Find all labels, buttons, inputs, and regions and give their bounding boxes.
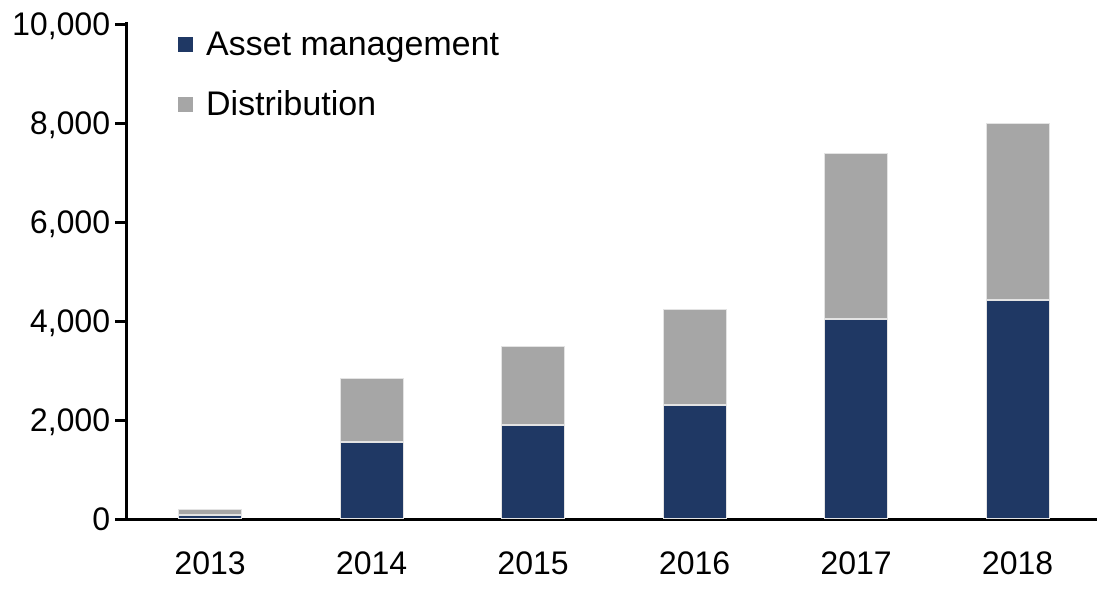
- y-axis-tick-8000: [115, 121, 126, 125]
- x-axis-label-2014: 2014: [335, 545, 408, 581]
- y-axis-label: 8,000: [29, 105, 110, 141]
- bar-segment-distribution-2018: [985, 123, 1050, 301]
- bar-segment-asset-management-2013: [178, 515, 242, 519]
- legend-label: Asset management: [206, 25, 499, 63]
- y-axis-label: 10,000: [12, 6, 110, 42]
- legend-item-asset-management: Asset management: [178, 26, 499, 62]
- bar-segment-asset-management-2016: [662, 405, 727, 519]
- y-axis-label: 6,000: [29, 204, 110, 240]
- x-axis-label-2015: 2015: [497, 545, 569, 581]
- y-axis-line: [125, 22, 128, 521]
- y-axis-label: 4,000: [29, 303, 110, 339]
- x-axis-line: [115, 518, 1097, 521]
- y-axis-label: 2,000: [29, 402, 110, 438]
- bar-segment-distribution-2017: [824, 152, 888, 319]
- legend-swatch-icon: [178, 96, 193, 112]
- legend-item-distribution: Distribution: [178, 86, 376, 122]
- x-axis-label-2013: 2013: [174, 545, 246, 581]
- x-axis-label-2016: 2016: [658, 545, 731, 581]
- y-axis-tick-4000: [115, 319, 126, 323]
- legend-swatch-icon: [178, 36, 193, 52]
- bar-segment-distribution-2016: [662, 308, 727, 406]
- y-axis-label: 0: [92, 501, 110, 537]
- bar-segment-asset-management-2017: [824, 318, 888, 519]
- y-axis-tick-10000: [115, 22, 126, 26]
- x-axis-label-2017: 2017: [820, 545, 892, 581]
- bar-segment-asset-management-2015: [501, 424, 565, 519]
- bar-segment-distribution-2013: [178, 509, 242, 516]
- legend-label: Distribution: [206, 85, 377, 123]
- bar-segment-asset-management-2018: [985, 300, 1050, 519]
- y-axis-tick-6000: [115, 220, 126, 224]
- y-axis-tick-2000: [115, 418, 126, 422]
- x-axis-label-2018: 2018: [981, 545, 1054, 581]
- bar-segment-asset-management-2014: [339, 442, 404, 519]
- bar-segment-distribution-2014: [339, 377, 404, 443]
- bar-segment-distribution-2015: [501, 345, 565, 425]
